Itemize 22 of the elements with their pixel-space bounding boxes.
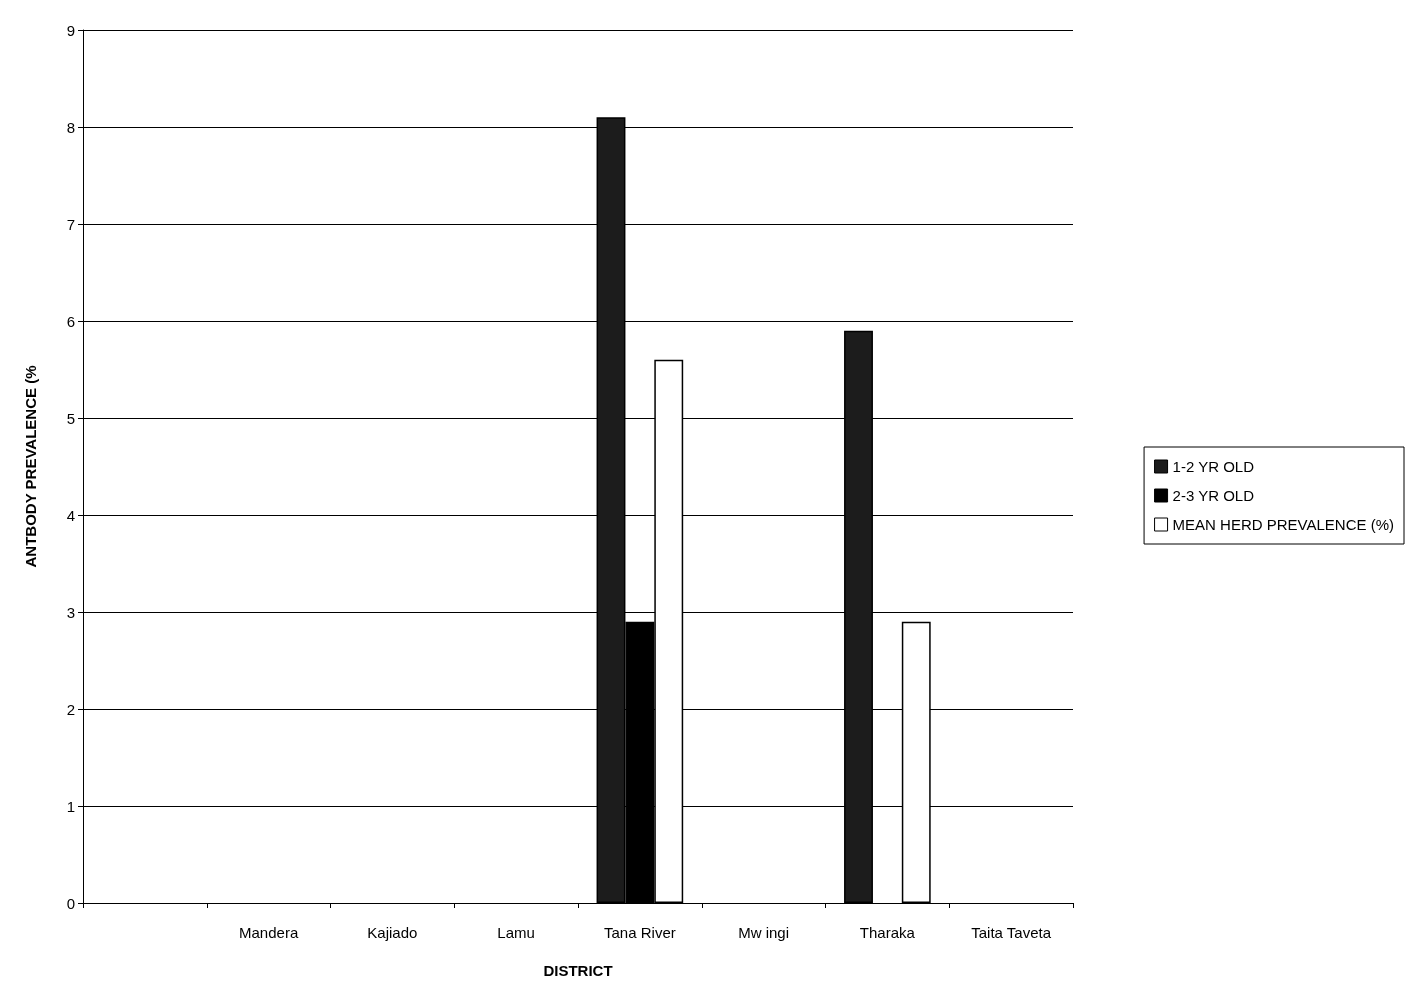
y-tick-label: 8 bbox=[66, 118, 75, 136]
y-tick-label: 9 bbox=[66, 21, 75, 39]
y-axis-title: ANTBODY PREVALENCE (% bbox=[22, 365, 39, 568]
y-tick-label: 5 bbox=[66, 409, 75, 427]
x-tick-label: Mandera bbox=[239, 924, 299, 941]
y-tick-label: 6 bbox=[66, 312, 75, 330]
y-tick-label: 1 bbox=[66, 797, 75, 815]
x-axis-title: DISTRICT bbox=[543, 962, 613, 979]
y-tick-label: 7 bbox=[66, 215, 75, 233]
legend-label: 2-3 YR OLD bbox=[1172, 487, 1255, 504]
y-tick-label: 3 bbox=[66, 603, 75, 621]
x-tick-label: Tana River bbox=[604, 924, 676, 941]
y-tick-label: 2 bbox=[66, 700, 75, 718]
x-tick-label: Taita Taveta bbox=[971, 924, 1052, 941]
legend-label: 1-2 YR OLD bbox=[1172, 458, 1255, 475]
legend-label: MEAN HERD PREVALENCE (%) bbox=[1172, 516, 1395, 533]
y-tick-label: 0 bbox=[66, 894, 75, 912]
x-tick-label: Kajiado bbox=[367, 924, 418, 941]
x-tick-label: Lamu bbox=[497, 924, 535, 941]
y-tick-label: 4 bbox=[66, 506, 75, 524]
x-tick-label: Tharaka bbox=[859, 924, 916, 941]
x-tick-label: Mw ingi bbox=[738, 924, 790, 941]
